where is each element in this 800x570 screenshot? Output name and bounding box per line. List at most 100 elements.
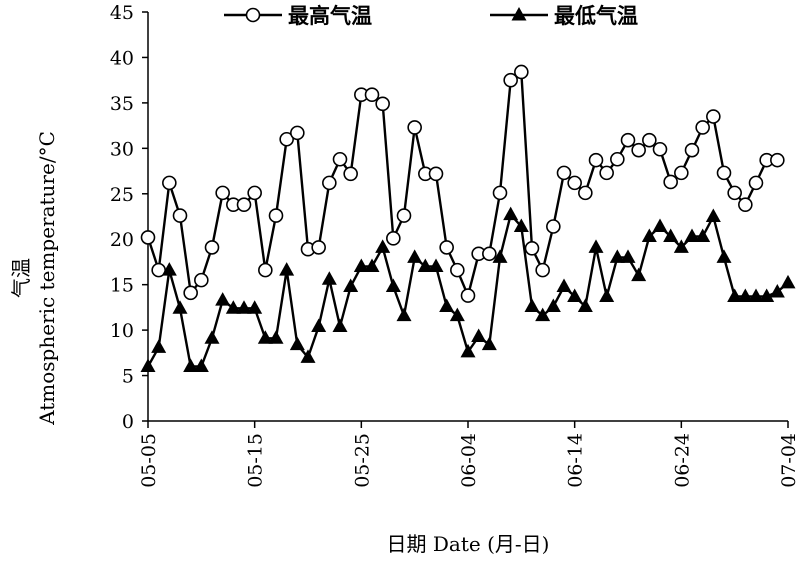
x-tick-label: 05-05: [138, 433, 160, 488]
y-tick-label: 45: [110, 2, 134, 24]
data-point-max: [332, 151, 348, 167]
data-point-min: [321, 271, 337, 285]
data-point-max: [588, 152, 604, 168]
legend-label: 最高气温: [288, 4, 372, 28]
data-point-max: [599, 165, 614, 181]
data-point-max: [620, 132, 636, 148]
data-point-max: [290, 125, 305, 141]
data-point-min: [727, 288, 743, 302]
data-point-min: [300, 349, 316, 363]
data-point-max: [343, 166, 358, 182]
data-point-max: [578, 185, 593, 201]
data-point-min: [652, 218, 668, 232]
data-point-min: [663, 228, 679, 242]
legend-marker: [511, 7, 527, 21]
data-point-min: [481, 336, 497, 351]
data-point-max: [727, 185, 742, 201]
data-point-max: [439, 240, 454, 255]
data-point-max: [258, 262, 273, 278]
data-point-min: [599, 288, 615, 302]
data-point-max: [642, 132, 657, 148]
data-point-max: [524, 241, 540, 256]
data-point-min: [289, 336, 305, 351]
data-point-min: [759, 288, 775, 302]
legend-item-max-temp: 最高气温: [224, 4, 372, 28]
data-point-max: [450, 262, 465, 278]
data-point-max: [279, 131, 294, 147]
data-point-max: [684, 142, 700, 158]
data-point-min: [257, 330, 273, 344]
legend-label: 最低气温: [554, 4, 638, 28]
data-point-max: [407, 120, 422, 135]
data-point-max: [364, 87, 380, 103]
legend-marker: [245, 7, 261, 23]
data-point-min: [535, 307, 551, 322]
data-point-min: [780, 274, 796, 289]
data-point-max: [567, 175, 582, 191]
x-axis-title: 日期 Date (月-日): [387, 532, 550, 556]
data-point-max: [556, 165, 572, 181]
data-point-max: [674, 165, 689, 181]
data-point-min: [396, 307, 412, 322]
axes-layer: 0 5 10 15 20 25 30 35 40 45 05-05 05-15 05-25 06-04 06…: [110, 2, 800, 488]
y-tick-label: 5: [122, 366, 134, 388]
data-point-min: [311, 318, 327, 332]
legend-item-min-temp: 最低气温: [490, 4, 638, 28]
y-tick-label: 20: [110, 229, 134, 251]
data-point-min: [140, 358, 156, 372]
data-point-max: [396, 208, 412, 223]
data-point-min: [545, 298, 561, 312]
data-point-max: [514, 64, 529, 80]
data-point-min: [641, 228, 657, 242]
data-point-max: [716, 165, 732, 181]
data-point-min: [705, 208, 721, 222]
data-point-min: [684, 228, 700, 242]
x-tick-label: 06-24: [671, 433, 693, 488]
data-point-min: [513, 218, 529, 232]
series-line: [146, 69, 778, 300]
data-point-max: [215, 185, 230, 201]
data-point-min: [673, 239, 689, 253]
data-point-min: [417, 258, 433, 272]
x-tick-label: 06-04: [458, 433, 480, 488]
data-point-max: [748, 175, 764, 191]
x-tick-label: 05-15: [245, 433, 267, 488]
data-point-min: [247, 300, 263, 314]
data-point-min: [556, 278, 572, 292]
data-point-min: [503, 206, 519, 221]
x-tick-label: 05-25: [351, 433, 373, 488]
data-point-min: [471, 328, 487, 342]
data-point-max: [503, 72, 518, 88]
data-point-min: [268, 330, 284, 344]
data-point-min: [225, 300, 241, 314]
data-point-max: [738, 197, 753, 212]
data-point-min: [193, 358, 209, 372]
data-point-min: [364, 258, 380, 272]
y-tick-label: 25: [110, 184, 134, 206]
data-point-min: [215, 292, 231, 306]
data-point-min: [524, 298, 540, 312]
data-point-min: [577, 298, 593, 312]
x-tick-label: 07-04: [778, 433, 800, 488]
y-axis-title-en: Atmospheric temperature/°C: [35, 131, 59, 426]
data-point-min: [588, 239, 604, 253]
series-max-temp: [140, 64, 785, 303]
data-point-min: [620, 249, 636, 263]
data-point-max: [482, 246, 497, 262]
data-point-min: [449, 307, 465, 322]
data-point-max: [204, 240, 220, 255]
data-point-min: [567, 288, 583, 302]
data-point-max: [546, 219, 561, 234]
data-point-max: [695, 120, 710, 135]
data-point-min: [748, 288, 764, 302]
data-point-max: [652, 141, 668, 157]
data-point-min: [716, 249, 732, 263]
data-point-min: [375, 239, 391, 253]
data-point-max: [770, 152, 785, 168]
data-point-min: [407, 249, 423, 263]
data-point-max: [140, 230, 156, 245]
data-point-max: [268, 208, 284, 223]
y-axis-title-cn: 气温: [9, 258, 33, 298]
data-point-min: [343, 278, 359, 292]
